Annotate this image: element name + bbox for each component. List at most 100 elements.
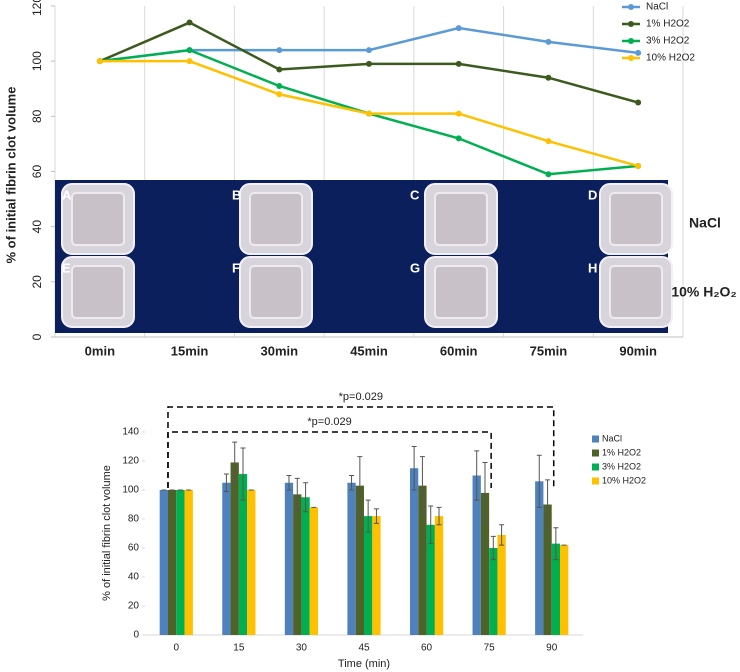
- legend-label: 10% H2O2: [646, 53, 695, 64]
- error-bar: [286, 475, 292, 491]
- line-marker: [186, 47, 193, 54]
- panel-label: B: [232, 187, 241, 202]
- legend-marker: [628, 4, 634, 10]
- error-bar: [365, 499, 371, 533]
- error-bar: [474, 450, 480, 501]
- line-marker: [366, 60, 372, 67]
- line-marker: [635, 99, 642, 106]
- legend-marker: [628, 38, 634, 44]
- cuvette-inner: [249, 265, 303, 319]
- bar: [472, 475, 481, 635]
- legend-label: 1% H2O2: [646, 19, 690, 30]
- y-tick-label: 60: [128, 543, 140, 554]
- y-tick-label: 0: [30, 333, 44, 340]
- photo-panel: [55, 180, 668, 333]
- line-marker: [455, 110, 462, 117]
- bar: [247, 490, 256, 635]
- error-bar: [436, 506, 442, 526]
- error-bar: [428, 505, 434, 545]
- legend-swatch: [592, 435, 599, 443]
- bar: [489, 548, 498, 635]
- line-marker: [276, 82, 283, 89]
- line-marker: [366, 47, 372, 54]
- error-bar: [349, 475, 355, 491]
- line-marker: [545, 138, 552, 145]
- x-tick-label: 0min: [85, 343, 115, 358]
- y-tick-label: 80: [128, 514, 140, 525]
- panel-label: H: [588, 260, 597, 275]
- legend-label: 3% H2O2: [602, 461, 641, 471]
- y-tick-label: 40: [30, 220, 44, 234]
- x-tick-label: 15min: [171, 343, 209, 358]
- line-marker: [96, 58, 103, 65]
- panel-label: E: [62, 260, 71, 275]
- bar: [434, 516, 444, 635]
- bar: [480, 492, 490, 635]
- y-tick-label: 20: [30, 275, 44, 289]
- legend-label: 10% H2O2: [602, 475, 646, 485]
- legend-marker: [628, 21, 634, 27]
- row-label: NaCl: [689, 215, 721, 231]
- significance-bracket: [167, 431, 492, 488]
- bar: [409, 468, 419, 635]
- y-tick-label: 120: [122, 456, 139, 467]
- x-tick-label: 75min: [530, 343, 568, 358]
- legend-label: 3% H2O2: [646, 36, 690, 47]
- x-tick-label: 60: [421, 643, 433, 654]
- error-bar: [357, 456, 363, 516]
- bar: [309, 507, 319, 635]
- bar: [347, 482, 356, 635]
- y-tick-label: 0: [133, 630, 139, 641]
- y-tick-label: 100: [122, 485, 139, 496]
- bar: [372, 516, 381, 635]
- bar: [284, 482, 294, 635]
- line-marker: [545, 38, 552, 45]
- panel-label: C: [410, 187, 420, 202]
- legend-label: NaCl: [602, 433, 622, 443]
- error-bar: [411, 446, 417, 491]
- error-bar: [223, 473, 229, 492]
- y-axis-title: % of initial fibrin clot volume: [101, 465, 113, 601]
- bar: [167, 490, 177, 635]
- line-marker: [545, 74, 552, 81]
- x-tick-label: 90min: [619, 343, 657, 358]
- line-marker: [455, 60, 462, 67]
- line-marker: [276, 47, 283, 54]
- x-tick-label: 30min: [260, 343, 298, 358]
- x-tick-label: 75: [484, 643, 496, 654]
- line-marker: [455, 25, 462, 32]
- line-marker: [276, 91, 283, 98]
- bar: [184, 490, 193, 635]
- y-tick-label: 40: [128, 572, 140, 583]
- x-tick-label: 30: [296, 643, 308, 654]
- y-tick-label: 80: [30, 109, 44, 123]
- bar: [230, 462, 239, 635]
- cuvette-inner: [249, 192, 303, 246]
- line-marker: [186, 19, 193, 26]
- legend-label: NaCl: [646, 2, 668, 13]
- legend-label: 1% H2O2: [602, 447, 641, 457]
- error-bar: [294, 477, 300, 511]
- error-bar: [303, 482, 309, 513]
- y-tick-label: 100: [30, 51, 44, 71]
- error-bar: [232, 441, 238, 484]
- bar: [426, 524, 435, 635]
- y-tick-label: 60: [30, 165, 44, 179]
- bar: [543, 504, 552, 635]
- x-tick-label: 60min: [440, 343, 478, 358]
- panel-label: A: [62, 187, 72, 202]
- legend-marker: [628, 55, 634, 61]
- line-marker: [455, 135, 462, 142]
- y-tick-label: 140: [122, 427, 139, 438]
- y-tick-label: 20: [128, 601, 140, 612]
- legend-swatch: [592, 477, 599, 485]
- panel-label: G: [410, 260, 420, 275]
- x-tick-label: 15: [233, 643, 245, 654]
- error-bar: [240, 447, 246, 501]
- panel-label: D: [588, 187, 597, 202]
- error-bar: [553, 527, 559, 561]
- cuvette-inner: [609, 192, 663, 246]
- x-tick-label: 45min: [350, 343, 388, 358]
- cuvette-inner: [434, 192, 488, 246]
